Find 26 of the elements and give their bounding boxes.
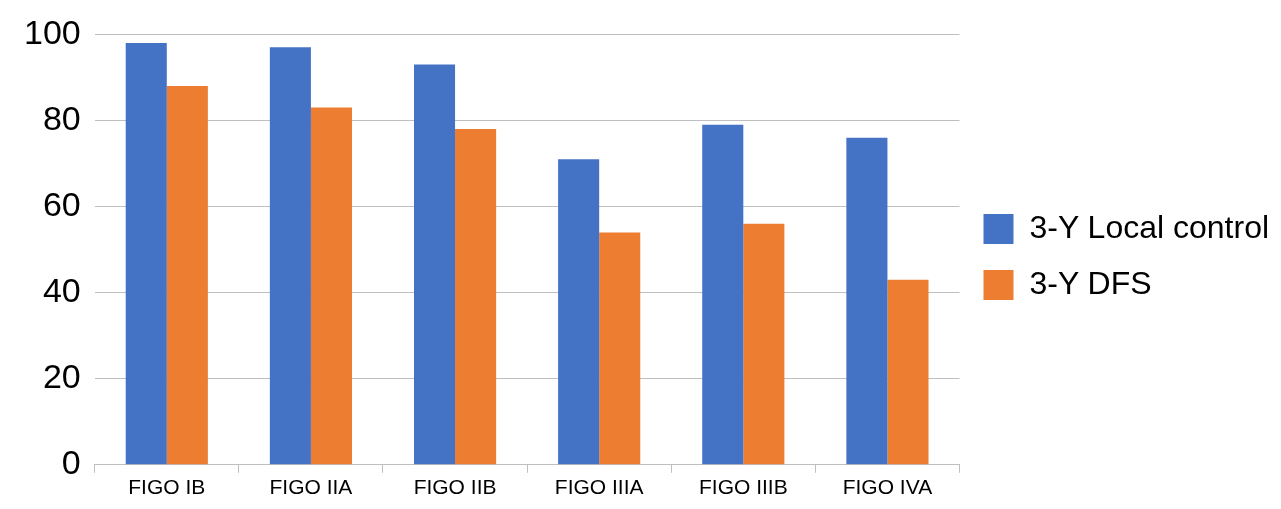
x-tick-label: FIGO IIIB bbox=[698, 475, 788, 499]
bar bbox=[702, 124, 744, 465]
x-tick-label: FIGO IIB bbox=[413, 475, 497, 499]
legend-label: 3-Y Local control bbox=[1029, 208, 1270, 245]
bar bbox=[599, 232, 641, 465]
x-tick-label: FIGO IB bbox=[128, 475, 206, 499]
x-tick-label: FIGO IIIA bbox=[554, 475, 644, 499]
bar bbox=[166, 86, 208, 465]
legend-label: 3-Y DFS bbox=[1029, 264, 1152, 301]
bar bbox=[269, 47, 311, 465]
y-tick-label: 0 bbox=[61, 443, 81, 482]
bar bbox=[558, 159, 600, 465]
y-tick-label: 40 bbox=[42, 271, 81, 310]
bar bbox=[455, 129, 497, 465]
y-tick-label: 100 bbox=[23, 12, 81, 51]
x-tick-label: FIGO IVA bbox=[842, 475, 933, 499]
bar bbox=[310, 107, 352, 465]
x-tick-label: FIGO IIA bbox=[269, 475, 353, 499]
bar bbox=[887, 279, 929, 465]
bar bbox=[743, 223, 785, 465]
y-tick-label: 80 bbox=[42, 98, 81, 137]
bar bbox=[125, 43, 167, 465]
bar bbox=[413, 64, 456, 465]
y-tick-label: 60 bbox=[42, 184, 81, 223]
y-tick-label: 20 bbox=[42, 357, 81, 396]
bar bbox=[846, 137, 888, 465]
